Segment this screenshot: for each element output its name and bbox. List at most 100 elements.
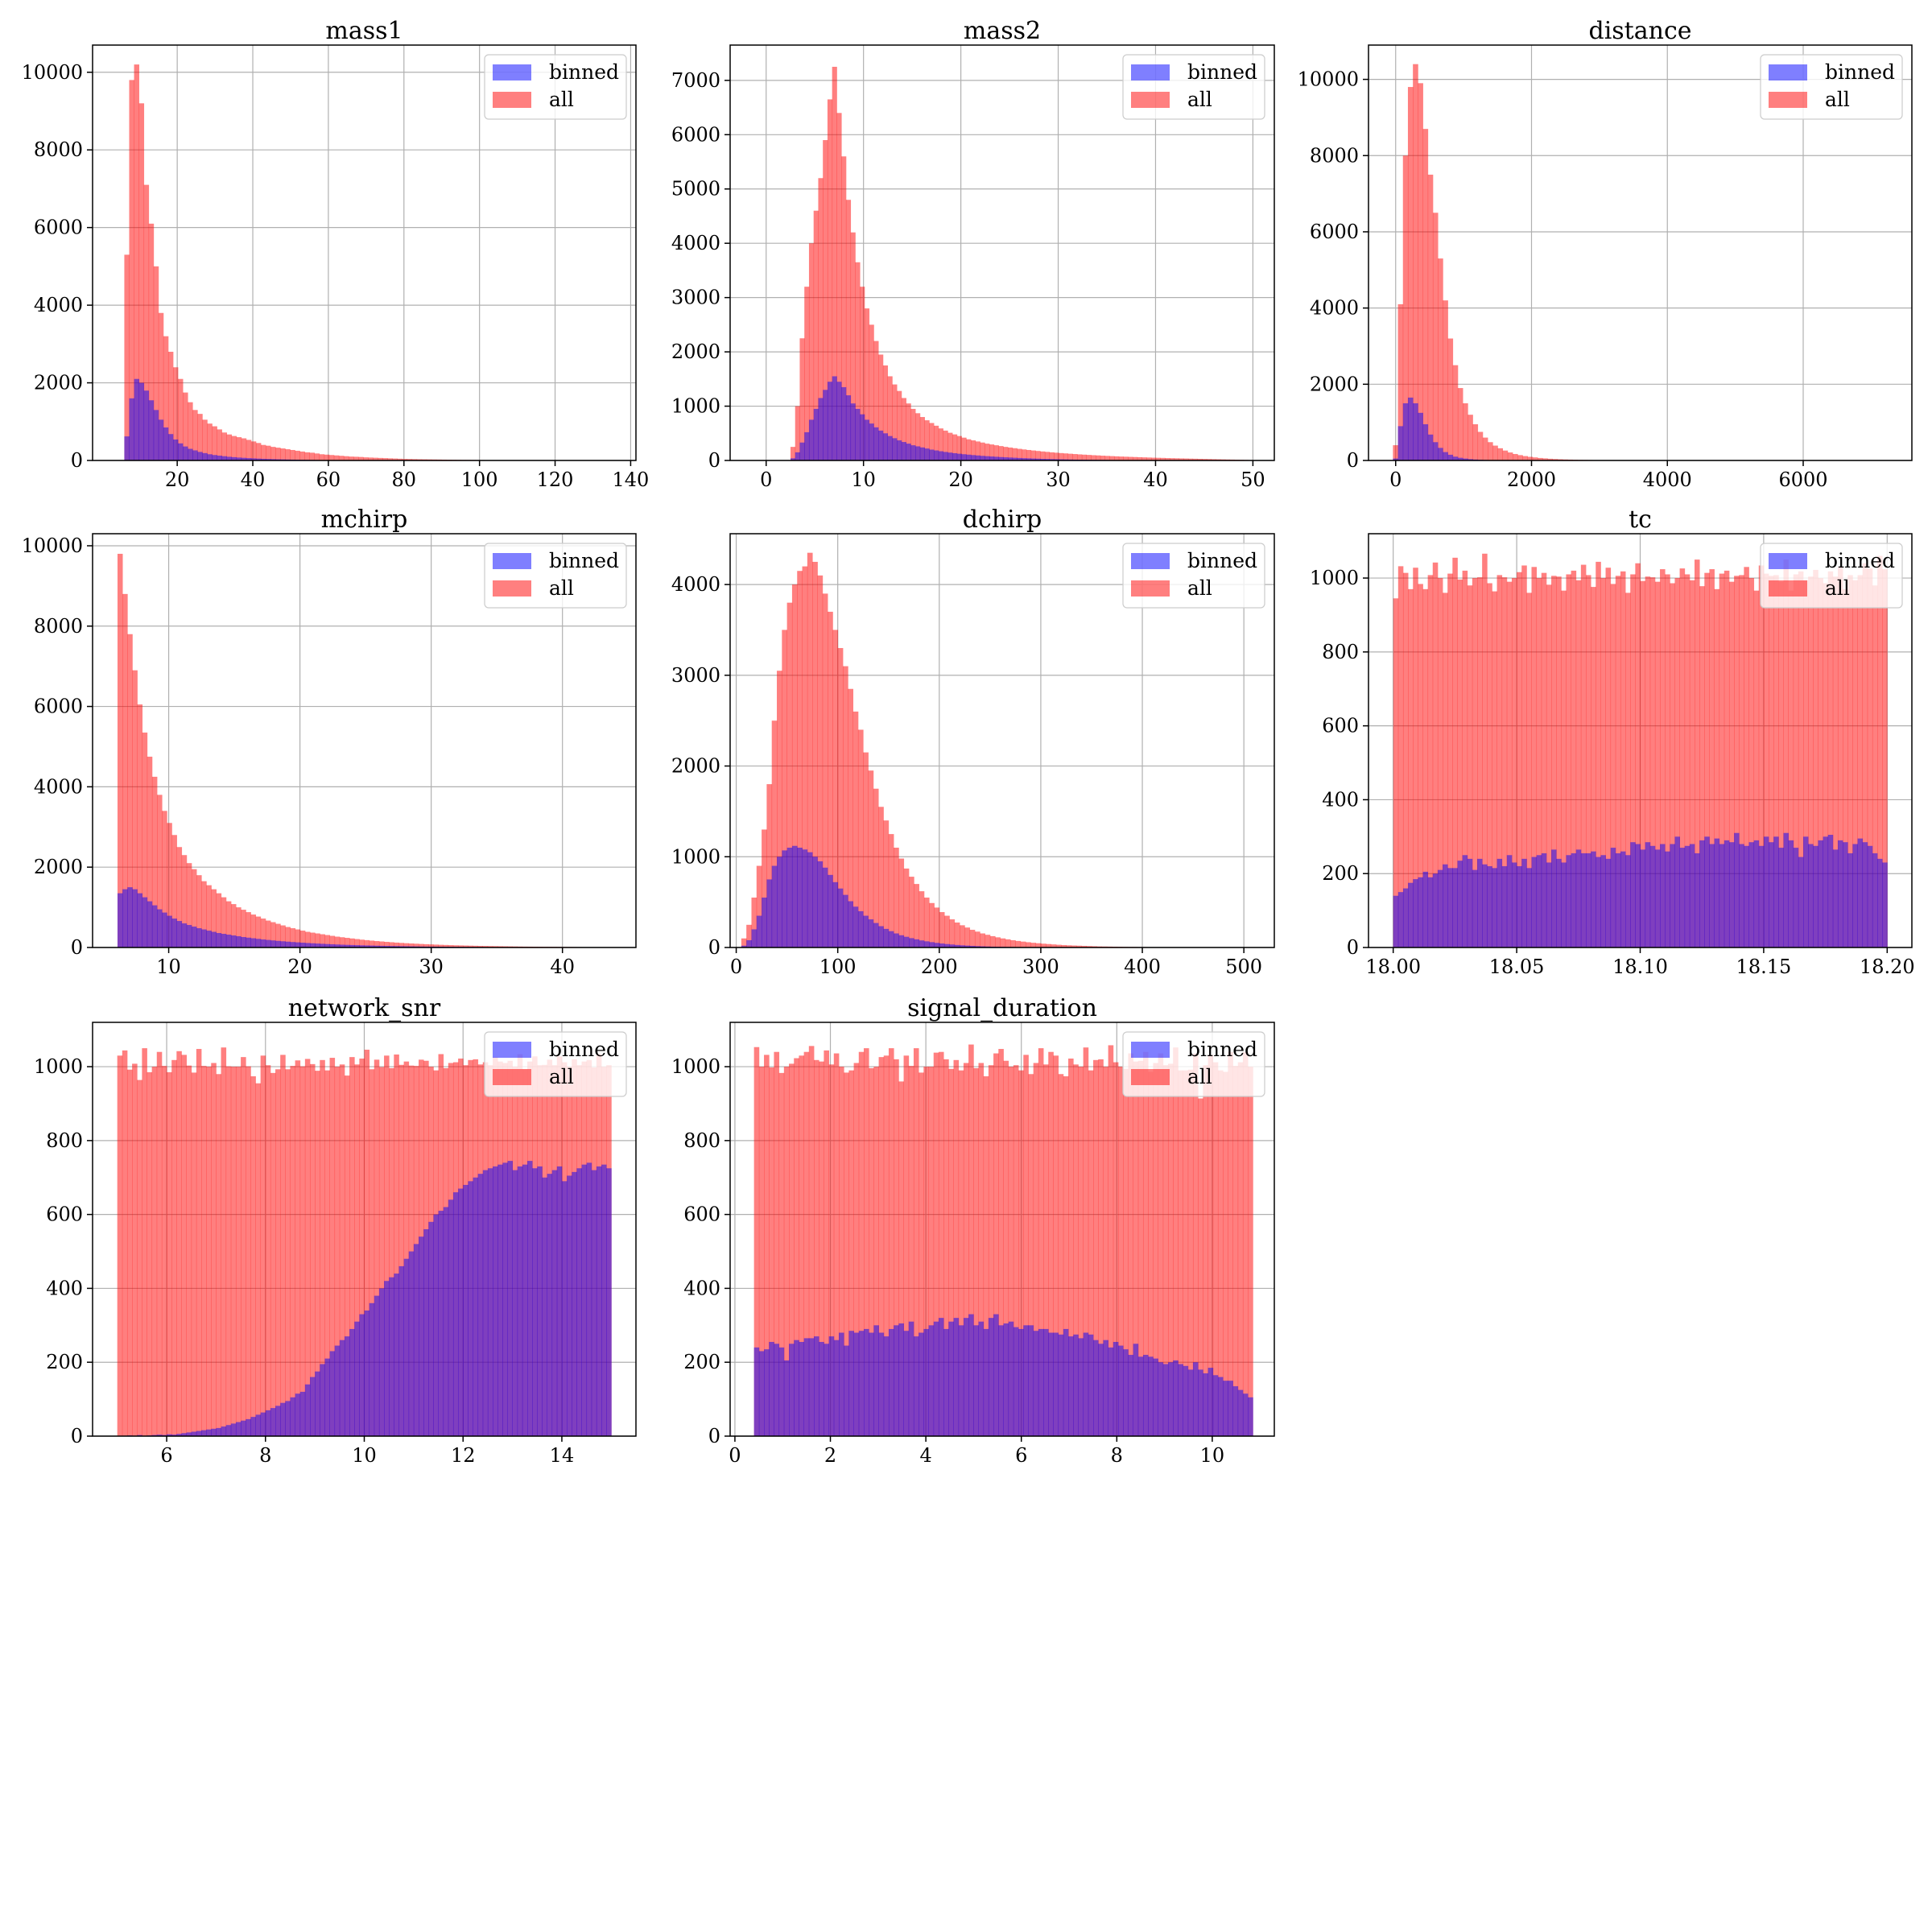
- legend-label-all: all: [549, 88, 574, 111]
- bar-binned: [1468, 459, 1473, 460]
- y-tick-label: 6000: [34, 696, 83, 718]
- bar-all: [1783, 559, 1789, 947]
- bar-all: [1432, 213, 1439, 460]
- bar-binned: [359, 945, 365, 947]
- bar-all: [1153, 1063, 1158, 1436]
- bar-binned: [789, 1344, 795, 1436]
- bar-binned: [1148, 1356, 1154, 1436]
- bar-binned: [1843, 842, 1848, 947]
- bar-all: [402, 459, 408, 460]
- bar-binned: [167, 434, 174, 460]
- bar-binned: [766, 879, 773, 947]
- bar-binned: [898, 1323, 904, 1436]
- bar-all: [176, 1051, 182, 1436]
- bar-binned: [384, 1281, 390, 1436]
- y-tick-label: 4000: [34, 775, 83, 798]
- bar-all: [910, 408, 916, 460]
- x-tick-label: 120: [537, 469, 574, 491]
- bar-all: [158, 312, 164, 460]
- bar-all: [939, 912, 945, 947]
- bar-all: [1091, 455, 1096, 460]
- bar-binned: [1443, 864, 1448, 947]
- bar-all: [324, 1070, 330, 1436]
- bar-all: [1223, 1071, 1228, 1436]
- bar-all: [382, 458, 388, 460]
- bar-binned: [561, 1181, 568, 1436]
- bar-binned: [1418, 877, 1423, 947]
- bar-all: [275, 923, 281, 947]
- bar-binned: [783, 1360, 790, 1436]
- y-tick-label: 4000: [34, 294, 83, 316]
- bar-all: [1393, 598, 1399, 947]
- bar-binned: [315, 1371, 320, 1436]
- bar-binned: [777, 857, 782, 947]
- bar-binned: [855, 408, 861, 460]
- legend-label-binned: binned: [1187, 1038, 1257, 1061]
- bar-all: [949, 919, 956, 947]
- bar-all: [1148, 1071, 1154, 1436]
- bar-all: [492, 946, 498, 947]
- bar-binned: [266, 459, 271, 460]
- bar-binned: [833, 1340, 840, 1436]
- bar-all: [138, 103, 145, 461]
- legend: binned all: [484, 543, 627, 609]
- bar-binned: [894, 933, 899, 947]
- y-tick-label: 6000: [1310, 221, 1359, 243]
- bar-binned: [1551, 849, 1557, 947]
- bar-binned: [428, 1221, 434, 1436]
- bar-binned: [818, 398, 824, 460]
- bar-all: [374, 1059, 380, 1436]
- bar-all: [888, 834, 894, 947]
- bar-all: [359, 1058, 365, 1436]
- bar-binned: [1852, 844, 1858, 947]
- bar-binned: [878, 926, 884, 947]
- bar-all: [878, 1057, 885, 1436]
- bar-all: [1160, 457, 1166, 460]
- bar-all: [1630, 574, 1636, 947]
- bar-binned: [206, 1429, 212, 1436]
- bar-binned: [230, 935, 237, 947]
- bar-binned: [795, 452, 800, 460]
- bar-all: [850, 232, 856, 460]
- legend-swatch-binned: [1769, 553, 1807, 569]
- bar-binned: [458, 1188, 464, 1436]
- bar-binned: [354, 1321, 360, 1436]
- bar-binned: [143, 390, 150, 460]
- bar-binned: [799, 1341, 805, 1436]
- bar-binned: [315, 943, 320, 947]
- bar-all: [197, 414, 203, 460]
- y-tick-label: 0: [708, 936, 720, 959]
- legend: binned all: [1122, 1031, 1265, 1097]
- bar-all: [751, 898, 758, 947]
- bar-binned: [1187, 1369, 1194, 1436]
- bar-all: [1605, 568, 1612, 947]
- x-tick-label: 8: [1111, 1444, 1123, 1467]
- bar-binned: [933, 1321, 939, 1436]
- bar-binned: [542, 1177, 547, 1436]
- bar-all: [1061, 944, 1067, 947]
- bar-binned: [572, 1171, 577, 1436]
- bar-binned: [172, 439, 179, 460]
- bar-all: [1591, 587, 1596, 947]
- bar-all: [1187, 458, 1194, 460]
- bar-all: [1748, 578, 1755, 947]
- bar-binned: [334, 1345, 341, 1436]
- legend-label-all: all: [1187, 576, 1212, 600]
- bar-all: [1192, 1053, 1199, 1436]
- bar-binned: [364, 945, 370, 947]
- bar-all: [196, 875, 202, 947]
- bar-all: [1744, 567, 1749, 947]
- x-tick-label: 200: [921, 956, 958, 978]
- bar-binned: [320, 1364, 325, 1436]
- bar-binned: [163, 427, 169, 460]
- bar-all: [929, 902, 935, 947]
- x-tick-label: 10: [1200, 1444, 1225, 1467]
- bar-binned: [270, 940, 276, 947]
- bar-all: [1091, 946, 1097, 947]
- legend-swatch-all: [493, 580, 531, 597]
- series-binned: [1393, 832, 1888, 947]
- bar-binned: [438, 1211, 444, 1436]
- bar-all: [1660, 569, 1666, 947]
- x-tick-label: 80: [392, 469, 417, 491]
- bar-all: [457, 945, 464, 947]
